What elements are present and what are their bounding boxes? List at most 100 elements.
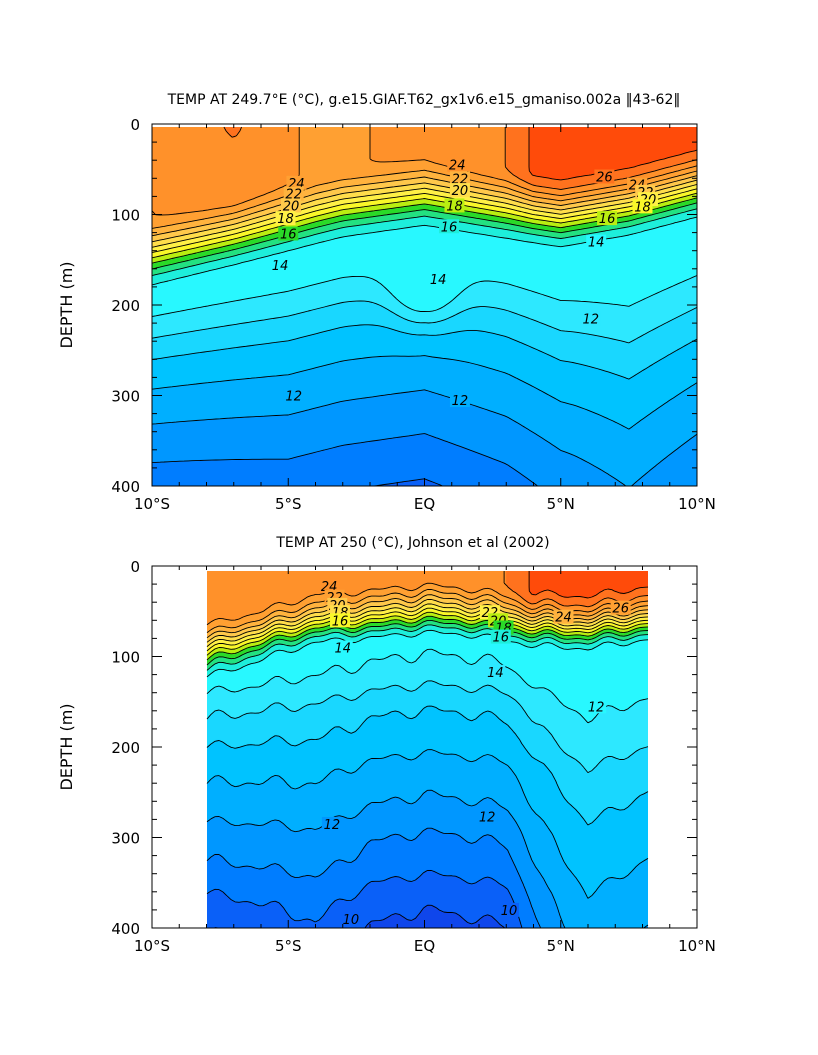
- contour-label: 12: [285, 390, 302, 405]
- contour-line-12-5: [151, 355, 698, 430]
- contour-label-bg: [319, 578, 340, 593]
- contour-label-bg: [490, 629, 511, 644]
- contour-label-bg: [275, 211, 296, 226]
- chart-title: TEMP AT 250 (°C), Johnson et al (2002): [275, 535, 549, 551]
- contour-label: 26: [612, 602, 629, 617]
- contour-label-bg: [580, 311, 601, 326]
- contour-line-14: [206, 648, 649, 724]
- contour-label: 14: [430, 273, 447, 288]
- contour-label-bg: [321, 816, 342, 831]
- contour-label-bg: [332, 640, 353, 655]
- contour-line-22: [206, 599, 649, 643]
- contour-label-bg: [286, 175, 307, 190]
- contour-label: 14: [588, 236, 605, 251]
- contour-line-23: [151, 175, 698, 237]
- y-tick-label: 200: [111, 739, 140, 757]
- x-tick-label: EQ: [414, 937, 435, 955]
- y-tick-label: 0: [130, 116, 140, 134]
- contour-line-16: [151, 208, 698, 277]
- contour-label: 20: [452, 184, 469, 199]
- contour-label: 14: [272, 259, 289, 274]
- x-tick-label: 5°S: [275, 495, 302, 513]
- y-axis-label: DEPTH (m): [57, 703, 76, 790]
- contour-label: 16: [280, 228, 297, 243]
- x-tick-label: 10°S: [134, 495, 170, 513]
- temperature-field: [152, 127, 697, 486]
- y-tick-label: 0: [130, 558, 140, 576]
- x-tick-label: EQ: [414, 495, 435, 513]
- contour-line-13-5: [151, 300, 698, 344]
- contour-label: 12: [582, 313, 599, 328]
- contour-label: 16: [441, 220, 458, 235]
- contour-label: 16: [599, 212, 616, 227]
- y-tick-label: 300: [111, 830, 140, 848]
- contour-label: 16: [332, 614, 349, 629]
- contour-label-bg: [597, 211, 618, 226]
- contour-label: 12: [588, 700, 605, 715]
- contour-label-bg: [553, 609, 574, 624]
- y-tick-label: 200: [111, 297, 140, 315]
- contour-label-bg: [283, 388, 304, 403]
- y-tick-label: 100: [111, 649, 140, 667]
- contour-label-bg: [586, 699, 607, 714]
- y-axis-label: DEPTH (m): [57, 261, 76, 348]
- contour-label: 14: [487, 666, 504, 681]
- contour-label-bg: [447, 157, 468, 172]
- y-tick-label: 400: [111, 920, 140, 938]
- contour-label-bg: [283, 186, 304, 201]
- contour-line-13: [206, 705, 649, 826]
- contour-line-27: [528, 571, 649, 599]
- contour-label: 18: [446, 199, 463, 214]
- contour-line-17: [151, 202, 698, 270]
- contour-label: 20: [283, 199, 300, 214]
- contour-label-bg: [428, 271, 449, 286]
- x-tick-label: 10°N: [678, 495, 716, 513]
- contour-line-14: [151, 275, 698, 317]
- contour-label-bg: [444, 198, 465, 213]
- chart-title: TEMP AT 249.7°E (°C), g.e15.GIAF.T62_gx1…: [167, 92, 681, 108]
- contour-line-19: [151, 192, 698, 259]
- contour-label-bg: [280, 198, 301, 213]
- contour-line-12-5: [206, 749, 649, 899]
- panel-model: TEMP AT 249.7°E (°C), g.e15.GIAF.T62_gx1…: [57, 92, 716, 513]
- contour-label-bg: [485, 664, 506, 679]
- x-tick-label: 5°N: [547, 495, 575, 513]
- y-tick-label: 400: [111, 478, 140, 496]
- contour-label: 18: [277, 212, 294, 227]
- contour-label-bg: [610, 600, 631, 615]
- contour-label-bg: [278, 226, 299, 241]
- contour-label-bg: [270, 258, 291, 273]
- contour-label: 12: [324, 818, 341, 833]
- contour-label-bg: [439, 219, 460, 234]
- contour-line-15: [151, 216, 698, 286]
- contour-line-12: [151, 389, 698, 487]
- contour-line-13-5: [206, 680, 649, 773]
- contour-line-20: [151, 188, 698, 254]
- y-tick-label: 100: [111, 207, 140, 225]
- contour-line-13: [151, 324, 698, 380]
- contour-line-23: [206, 594, 649, 639]
- contour-label-bg: [586, 234, 607, 249]
- y-tick-label: 300: [111, 388, 140, 406]
- x-tick-label: 5°N: [547, 937, 575, 955]
- contour-label-bg: [594, 169, 615, 184]
- x-tick-label: 5°S: [275, 937, 302, 955]
- contour-label-bg: [449, 393, 470, 408]
- contour-label: 24: [449, 159, 466, 174]
- contour-label-bg: [340, 911, 361, 926]
- panel-observations: TEMP AT 250 (°C), Johnson et al (2002) D…: [57, 535, 716, 955]
- contour-label: 14: [334, 641, 351, 656]
- contour-label-bg: [449, 183, 470, 198]
- contour-label: 12: [479, 811, 496, 826]
- x-tick-label: 10°N: [678, 937, 716, 955]
- contour-line-11: [374, 478, 443, 487]
- contour-line-11-5: [151, 433, 538, 487]
- contour-line-11-5: [206, 827, 542, 929]
- x-tick-label: 10°S: [134, 937, 170, 955]
- contour-label-bg: [498, 902, 519, 917]
- contour-label: 26: [596, 170, 613, 185]
- contour-label: 10: [343, 913, 360, 928]
- contour-label-bg: [632, 199, 653, 214]
- contour-label: 18: [634, 200, 651, 215]
